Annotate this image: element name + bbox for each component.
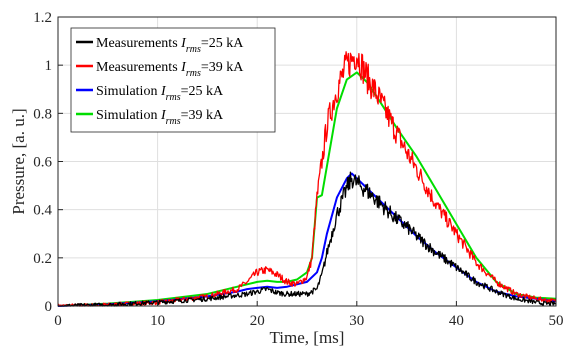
series-line-3 xyxy=(57,71,557,307)
legend-suffix: =39 xyxy=(181,108,203,123)
legend-unit: kA xyxy=(203,108,225,123)
legend-entry-0: Measurements Irms=25 kA xyxy=(96,36,244,55)
legend-prefix: Simulation xyxy=(96,108,161,123)
x-tick-label: 0 xyxy=(54,313,62,329)
legend-entry-1: Measurements Irms=39 kA xyxy=(96,60,244,79)
legend-box xyxy=(70,27,276,133)
legend-var: I xyxy=(180,60,187,75)
x-tick-label: 10 xyxy=(150,313,165,329)
legend-prefix: Measurements xyxy=(96,36,181,51)
x-tick-label: 50 xyxy=(549,313,564,329)
series-line-2 xyxy=(57,172,557,307)
legend-unit: kA xyxy=(223,36,245,51)
x-tick-label: 40 xyxy=(449,313,464,329)
series-line-0 xyxy=(57,171,557,307)
y-tick-label: 0.2 xyxy=(33,251,52,267)
legend-suffix: =25 xyxy=(201,36,223,51)
legend-unit: kA xyxy=(223,60,245,75)
legend-entry-2: Simulation Irms=25 kA xyxy=(96,84,224,103)
x-axis-title: Time, [ms] xyxy=(270,328,345,347)
y-tick-label: 1.2 xyxy=(33,10,52,26)
legend-entry-3: Simulation Irms=39 kA xyxy=(96,108,224,127)
legend-sub: rms xyxy=(166,116,181,127)
legend-prefix: Simulation xyxy=(96,84,161,99)
legend-suffix: =25 xyxy=(181,84,203,99)
legend-sub: rms xyxy=(186,68,201,79)
legend-unit: kA xyxy=(203,84,225,99)
y-tick-label: 0.4 xyxy=(33,203,52,219)
axis-ticks: 0 10 20 30 40 50 0 0.2 0.4 0.6 0.8 1 1.2 xyxy=(33,10,563,329)
legend-sub: rms xyxy=(186,44,201,55)
legend-var: I xyxy=(160,108,167,123)
y-tick-label: 0.8 xyxy=(33,106,52,122)
series-layer xyxy=(57,51,557,307)
legend-sub: rms xyxy=(166,92,181,103)
y-tick-label: 1 xyxy=(45,58,53,74)
y-tick-label: 0 xyxy=(45,299,53,315)
legend-var: I xyxy=(180,36,187,51)
legend-var: I xyxy=(160,84,167,99)
legend-suffix: =39 xyxy=(201,60,223,75)
x-tick-label: 20 xyxy=(250,313,265,329)
y-tick-label: 0.6 xyxy=(33,155,52,171)
legend-prefix: Measurements xyxy=(96,60,181,75)
x-tick-label: 30 xyxy=(349,313,364,329)
y-axis-title: Pressure, [a. u.] xyxy=(9,108,28,214)
